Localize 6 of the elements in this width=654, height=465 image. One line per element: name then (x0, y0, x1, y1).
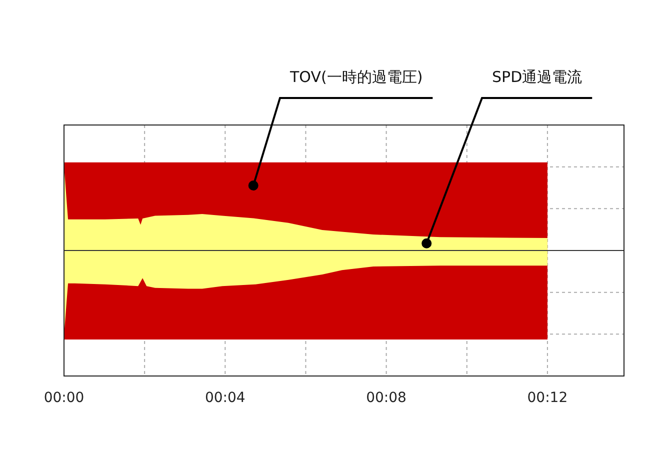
x-tick-label: 00:12 (527, 390, 568, 406)
annotation: SPD通過電流 (492, 68, 582, 86)
x-tick-label: 00:08 (366, 390, 406, 406)
x-tick-label: 00:00 (44, 390, 84, 406)
x-tick-label: 00:04 (204, 390, 246, 406)
annotation: TOV(一時的過電圧) (289, 68, 423, 86)
